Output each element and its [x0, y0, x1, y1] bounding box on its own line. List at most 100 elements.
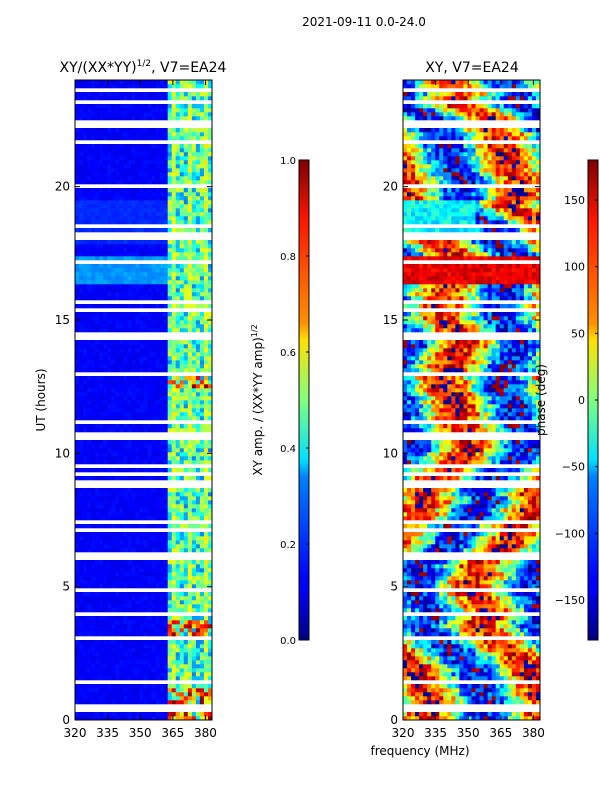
heatmap-cell — [175, 404, 181, 409]
heatmap-cell — [159, 296, 165, 301]
heatmap-cell — [123, 496, 128, 501]
heatmap-cell — [95, 676, 100, 681]
heatmap-cell — [87, 624, 92, 629]
heatmap-cell — [91, 144, 96, 149]
heatmap-cell — [159, 676, 165, 681]
heatmap-cell — [135, 572, 140, 577]
heatmap-cell — [147, 396, 152, 401]
heatmap-cell — [179, 136, 185, 141]
heatmap-cell — [103, 244, 108, 249]
heatmap-cell — [159, 248, 165, 253]
heatmap-cell — [107, 304, 112, 309]
heatmap-cell — [115, 212, 120, 217]
heatmap-cell — [135, 496, 140, 501]
heatmap-cell — [103, 112, 108, 117]
heatmap-cell — [463, 640, 468, 645]
heatmap-cell — [191, 500, 197, 505]
heatmap-cell — [179, 576, 185, 581]
heatmap-cell — [99, 368, 104, 373]
heatmap-cell — [123, 692, 128, 697]
heatmap-cell — [135, 600, 140, 605]
heatmap-cell — [183, 216, 189, 221]
heatmap-cell — [155, 712, 161, 717]
heatmap-cell — [527, 640, 533, 645]
heatmap-cell — [95, 280, 100, 285]
heatmap-cell — [159, 700, 165, 705]
heatmap-cell — [83, 644, 88, 649]
heatmap-cell — [147, 580, 152, 585]
heatmap-cell — [139, 536, 144, 541]
heatmap-cell — [159, 384, 165, 389]
heatmap-cell — [111, 292, 116, 297]
heatmap-cell — [519, 696, 525, 701]
heatmap-cell — [203, 516, 209, 521]
heatmap-cell — [111, 544, 116, 549]
heatmap-cell — [187, 412, 193, 417]
heatmap-cell — [151, 276, 156, 281]
heatmap-cell — [111, 316, 116, 321]
heatmap-cell — [531, 672, 537, 677]
heatmap-cell — [503, 692, 509, 697]
heatmap-cell — [207, 196, 213, 201]
heatmap-cell — [99, 668, 104, 673]
heatmap-cell — [159, 392, 165, 397]
heatmap-cell — [95, 292, 100, 297]
heatmap-cell — [103, 560, 108, 565]
heatmap-cell — [139, 80, 144, 85]
heatmap-cell — [83, 312, 88, 317]
heatmap-cell — [87, 380, 92, 385]
heatmap-cell — [143, 512, 148, 517]
heatmap-cell — [535, 640, 541, 645]
heatmap-cell — [143, 368, 148, 373]
heatmap-cell — [179, 356, 185, 361]
heatmap-cell — [83, 192, 88, 197]
heatmap-cell — [199, 284, 205, 289]
heatmap-cell — [159, 584, 165, 589]
heatmap-cell — [203, 228, 209, 233]
heatmap-cell — [187, 524, 193, 529]
heatmap-cell — [163, 304, 169, 309]
heatmap-cell — [87, 440, 92, 445]
heatmap-cell — [199, 216, 205, 221]
heatmap-cell — [531, 692, 537, 697]
heatmap-cell — [171, 492, 177, 497]
heatmap-cell — [87, 244, 92, 249]
heatmap-cell — [163, 396, 169, 401]
heatmap-cell — [179, 416, 185, 421]
heatmap-cell — [191, 688, 197, 693]
heatmap-cell — [119, 416, 124, 421]
heatmap-cell — [111, 648, 116, 653]
heatmap-cell — [87, 264, 92, 269]
heatmap-cell — [135, 532, 140, 537]
heatmap-cell — [179, 304, 185, 309]
heatmap-cell — [167, 604, 173, 609]
heatmap-cell — [143, 568, 148, 573]
heatmap-cell — [195, 492, 201, 497]
heatmap-cell — [163, 152, 169, 157]
heatmap-cell — [103, 208, 108, 213]
heatmap-cell — [103, 504, 108, 509]
heatmap-cell — [139, 368, 144, 373]
heatmap-cell — [107, 564, 112, 569]
heatmap-cell — [195, 580, 201, 585]
heatmap-cell — [103, 492, 108, 497]
heatmap-cell — [499, 660, 505, 665]
heatmap-cell — [103, 292, 108, 297]
heatmap-cell — [411, 712, 416, 717]
heatmap-cell — [111, 616, 116, 621]
heatmap-cell — [147, 200, 152, 205]
heatmap-cell — [119, 400, 124, 405]
heatmap-cell — [159, 416, 165, 421]
heatmap-cell — [99, 128, 104, 133]
heatmap-cell — [167, 660, 173, 665]
heatmap-cell — [183, 628, 189, 633]
heatmap-cell — [131, 404, 136, 409]
heatmap-cell — [163, 692, 169, 697]
heatmap-cell — [131, 228, 136, 233]
heatmap-cell — [175, 316, 181, 321]
heatmap-cell — [447, 700, 452, 705]
heatmap-cell — [95, 208, 100, 213]
heatmap-cell — [79, 376, 84, 381]
heatmap-cell — [163, 548, 169, 553]
heatmap-cell — [143, 188, 148, 193]
